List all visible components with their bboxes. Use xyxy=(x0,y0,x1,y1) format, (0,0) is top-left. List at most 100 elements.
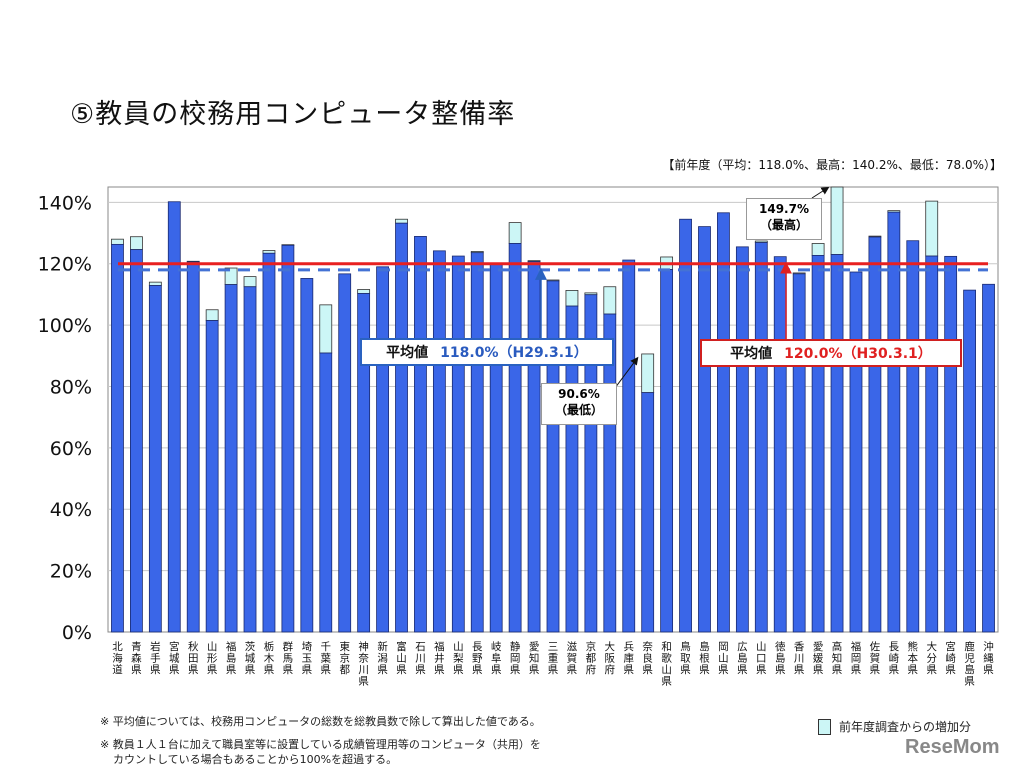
x-tick-label: 京都府 xyxy=(586,640,597,676)
x-tick-label: 和歌山県 xyxy=(661,641,672,688)
y-tick-label: 140% xyxy=(38,192,92,214)
x-tick-label: 富山県 xyxy=(396,640,407,676)
x-tick-label: 島根県 xyxy=(699,640,710,676)
bar-increase xyxy=(395,218,408,224)
x-tick-label: 香川県 xyxy=(794,641,805,676)
bar-previous xyxy=(754,242,768,633)
x-tick-label: 鳥取県 xyxy=(680,640,691,676)
bar-previous xyxy=(622,259,636,633)
y-tick-label: 0% xyxy=(62,622,92,644)
x-tick-label: 岡山県 xyxy=(718,641,729,676)
x-tick-label: 福島県 xyxy=(226,640,237,676)
bar-previous xyxy=(944,255,958,633)
bar-previous xyxy=(679,218,692,633)
x-tick-label: 新潟県 xyxy=(377,640,388,676)
x-tick-label: 栃木県 xyxy=(264,640,275,676)
bar-increase xyxy=(111,238,124,245)
min-annotation: 90.6% （最低） xyxy=(541,383,617,425)
x-tick-label: 大分県 xyxy=(926,640,937,676)
avg-current-value: 120.0%（H30.3.1） xyxy=(784,346,932,362)
x-tick-label: 岩手県 xyxy=(150,640,161,676)
bar-previous xyxy=(735,246,749,633)
bar-previous xyxy=(868,236,882,633)
y-tick-label: 80% xyxy=(50,376,92,398)
x-tick-label: 広島県 xyxy=(737,640,748,676)
min-value: 90.6% xyxy=(558,387,600,401)
x-tick-label: 兵庫県 xyxy=(623,640,634,676)
x-tick-label: 鹿児島県 xyxy=(964,640,975,688)
bar-increase xyxy=(925,200,939,257)
x-tick-label: 熊本県 xyxy=(908,640,919,676)
avg-previous-box: 平均値 118.0%（H29.3.1） xyxy=(360,338,614,366)
legend: 前年度調査からの増加分 xyxy=(818,718,971,735)
note-1: ※ 平均値については、校務用コンピュータの総数を総教員数で除して算出した値である… xyxy=(100,715,541,728)
avg-current-box: 平均値 120.0%（H30.3.1） xyxy=(700,339,962,367)
y-tick-label: 60% xyxy=(50,438,92,460)
resemom-logo: ReseMom xyxy=(905,736,1000,758)
bar-previous xyxy=(830,254,844,633)
x-tick-label: 静岡県 xyxy=(510,640,521,676)
legend-swatch-increase xyxy=(818,718,831,735)
bar-previous xyxy=(849,271,863,633)
max-value: 149.7% xyxy=(759,202,809,216)
x-tick-label: 秋田県 xyxy=(188,640,199,676)
x-tick-label: 佐賀県 xyxy=(870,640,881,676)
bar-increase xyxy=(148,281,162,286)
x-tick-label: 愛媛県 xyxy=(813,640,824,676)
bar-previous xyxy=(982,283,995,633)
min-label: （最低） xyxy=(554,403,603,417)
bar-previous xyxy=(698,226,711,633)
bar-previous xyxy=(963,289,976,633)
bar-previous xyxy=(186,261,200,633)
x-tick-label: 山梨県 xyxy=(453,641,464,676)
x-tick-label: 福井県 xyxy=(434,640,445,676)
x-tick-label: 長崎県 xyxy=(889,641,900,676)
x-tick-label: 徳島県 xyxy=(775,640,786,676)
bar-previous xyxy=(641,392,655,633)
note-2: ※ 教員１人１台に加えて職員室等に設置している成績管理用等のコンピュータ（共用）… xyxy=(100,738,541,751)
bar-increase xyxy=(262,250,276,254)
bar-previous xyxy=(167,201,181,633)
x-tick-label: 高知県 xyxy=(832,640,843,676)
bar-previous xyxy=(130,249,143,633)
bar-previous xyxy=(262,252,276,633)
bar-previous xyxy=(906,240,920,633)
x-tick-label: 愛知県 xyxy=(529,640,540,676)
x-tick-label: 山口県 xyxy=(756,641,767,676)
bar-increase xyxy=(811,243,825,256)
x-tick-label: 群馬県 xyxy=(283,640,294,676)
bar-previous xyxy=(432,250,446,633)
x-tick-label: 宮城県 xyxy=(169,640,180,676)
bar-increase xyxy=(130,236,143,251)
bar-increase xyxy=(508,222,522,244)
bar-previous xyxy=(451,255,465,633)
x-tick-label: 茨城県 xyxy=(245,640,256,676)
bar-previous xyxy=(717,212,730,633)
bar-increase xyxy=(243,276,257,288)
x-tick-label: 岐阜県 xyxy=(491,640,502,676)
x-tick-label: 東京都 xyxy=(339,640,350,676)
bar-previous xyxy=(357,293,371,633)
avg-current-label: 平均値 xyxy=(730,346,773,362)
y-tick-label: 100% xyxy=(38,315,92,337)
bar-previous xyxy=(148,285,162,633)
bar-previous xyxy=(376,266,389,633)
bar-previous xyxy=(224,284,238,633)
max-annotation: 149.7% （最高） xyxy=(746,198,822,240)
x-tick-label: 奈良県 xyxy=(642,640,653,676)
previous-year-summary: 【前年度（平均：118.0%、最高：140.2%、最低：78.0%）】 xyxy=(662,158,1002,172)
x-tick-label: 沖縄県 xyxy=(983,640,994,676)
x-tick-label: 千葉県 xyxy=(321,641,332,676)
bar-previous xyxy=(489,263,503,633)
bar-previous xyxy=(243,286,257,633)
x-tick-label: 福岡県 xyxy=(851,640,862,676)
x-tick-label: 宮崎県 xyxy=(945,640,956,676)
bar-previous xyxy=(111,243,124,633)
max-arrow xyxy=(811,186,830,199)
bar-previous xyxy=(660,269,674,633)
x-tick-label: 青森県 xyxy=(131,640,142,676)
bar-increase xyxy=(603,286,617,315)
x-tick-label: 三重県 xyxy=(548,641,559,676)
bar-increase xyxy=(830,186,844,255)
bar-previous xyxy=(584,294,598,633)
